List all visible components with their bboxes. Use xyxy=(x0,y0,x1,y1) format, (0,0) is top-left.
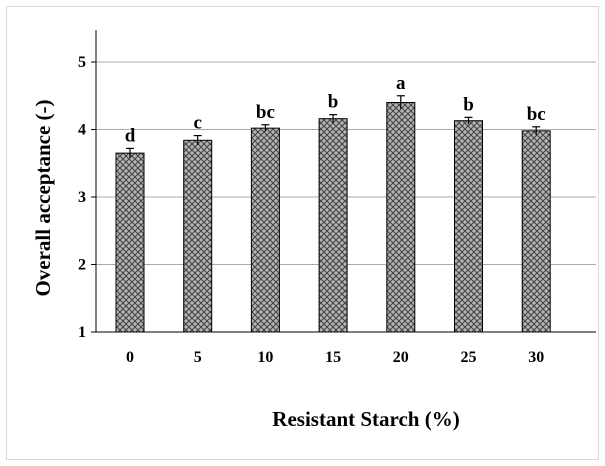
bar xyxy=(115,152,145,333)
significance-label: b xyxy=(328,92,339,113)
y-tick-label: 4 xyxy=(78,122,86,139)
bar xyxy=(454,120,483,333)
bars xyxy=(115,95,551,333)
significance-label: bc xyxy=(527,104,546,125)
x-axis-title: Resistant Starch (%) xyxy=(272,407,459,431)
y-tick-label: 1 xyxy=(78,324,86,341)
significance-label: bc xyxy=(256,102,275,123)
x-tick-label: 10 xyxy=(257,349,273,366)
bar xyxy=(386,102,416,333)
x-tick-label: 0 xyxy=(126,349,134,366)
chart-frame xyxy=(6,6,599,460)
axes xyxy=(91,30,596,333)
significance-label: a xyxy=(396,73,406,94)
bar xyxy=(521,130,551,333)
x-tick-label: 5 xyxy=(194,349,202,366)
significance-label: d xyxy=(125,125,136,146)
y-axis-title: Overall acceptance (-) xyxy=(31,99,55,296)
significance-label: c xyxy=(193,113,201,134)
significance-label: b xyxy=(463,94,474,115)
bar xyxy=(318,118,348,333)
labels: 1 2 3 4 5 d 0 c 5 bc 10 b 15 a 20 b 25 bc 30 xyxy=(78,54,546,366)
bar xyxy=(183,139,213,333)
x-tick-label: 20 xyxy=(393,349,409,366)
y-tick-label: 5 xyxy=(78,54,86,71)
bar xyxy=(250,127,280,333)
x-tick-label: 25 xyxy=(461,349,477,366)
y-tick-label: 2 xyxy=(78,257,86,274)
x-tick-label: 15 xyxy=(325,349,341,366)
x-tick-label: 30 xyxy=(528,349,544,366)
y-tick-label: 3 xyxy=(78,189,86,206)
